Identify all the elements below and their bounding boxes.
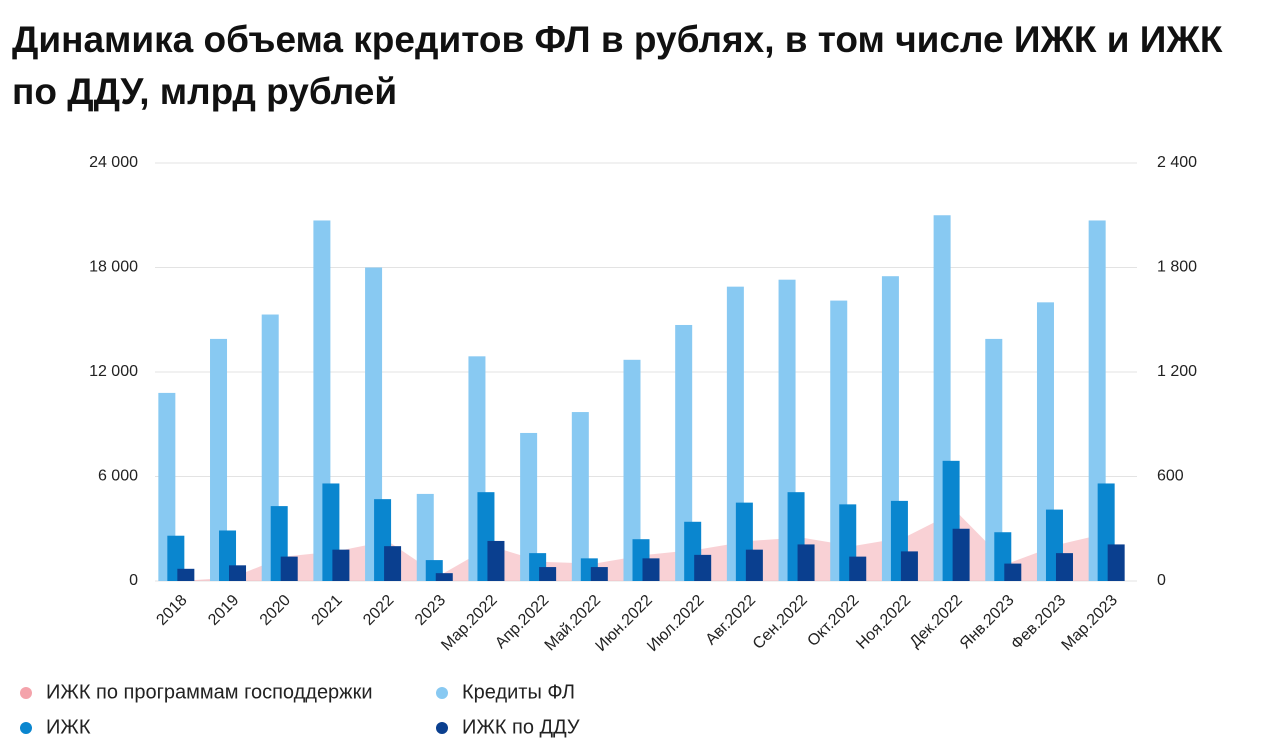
y-tick-label: 24 000	[89, 154, 138, 171]
legend-label: ИЖК	[46, 716, 91, 738]
bar	[229, 565, 247, 581]
legend-marker	[20, 722, 32, 734]
y2-tick-label: 1 800	[1157, 259, 1197, 276]
bar	[435, 573, 453, 581]
x-tick-label: 2023	[412, 592, 449, 629]
legend-label: Кредиты ФЛ	[462, 681, 575, 703]
bar	[210, 338, 228, 581]
x-tick-label: Мар.2022	[438, 592, 501, 655]
bar	[280, 556, 298, 581]
bar	[1055, 553, 1073, 581]
x-tick-label: 2020	[257, 592, 294, 629]
x-tick-label: 2019	[205, 592, 242, 629]
area	[180, 511, 1112, 581]
bar	[332, 549, 350, 581]
x-tick-label: Сен.2022	[750, 592, 811, 653]
bar	[590, 567, 608, 581]
bar	[571, 412, 589, 581]
x-tick-label: 2022	[360, 592, 397, 629]
y-tick-label: 18 000	[89, 259, 138, 276]
y2-tick-label: 600	[1157, 468, 1184, 485]
x-tick-label: Янв.2023	[957, 592, 1018, 653]
bar	[487, 540, 505, 581]
y-tick-label: 12 000	[89, 363, 138, 380]
bar	[745, 549, 763, 581]
bar	[900, 551, 918, 581]
bar	[694, 554, 712, 581]
bar	[623, 359, 641, 581]
x-tick-label: 2021	[309, 592, 346, 629]
bar	[1107, 544, 1125, 581]
x-tick-label: Мар.2023	[1059, 592, 1122, 655]
bar	[177, 568, 195, 581]
legend-marker	[20, 687, 32, 699]
x-tick-label: 2018	[153, 592, 190, 629]
bar	[797, 544, 815, 581]
bar	[520, 432, 538, 581]
legend-marker	[436, 687, 448, 699]
bar	[985, 338, 1003, 581]
bar	[1004, 563, 1022, 581]
bar	[642, 558, 660, 581]
bar	[384, 546, 402, 581]
bar	[675, 324, 693, 581]
legend-marker	[436, 722, 448, 734]
y2-tick-label: 2 400	[1157, 154, 1197, 171]
y2-tick-label: 0	[1157, 572, 1166, 589]
bar	[539, 567, 557, 581]
y-tick-label: 6 000	[98, 468, 138, 485]
bar	[849, 556, 867, 581]
x-tick-label: Июл.2022	[644, 592, 707, 655]
y-tick-label: 0	[129, 572, 138, 589]
bar	[416, 493, 434, 581]
chart-title: Динамика объема кредитов ФЛ в рублях, в …	[12, 19, 1223, 112]
legend-label: ИЖК по ДДУ	[462, 716, 580, 738]
y2-tick-label: 1 200	[1157, 363, 1197, 380]
bar	[952, 528, 970, 581]
bar	[158, 392, 176, 581]
x-tick-label: Ноя.2022	[853, 592, 914, 653]
legend-label: ИЖК по программам господдержки	[46, 681, 372, 703]
